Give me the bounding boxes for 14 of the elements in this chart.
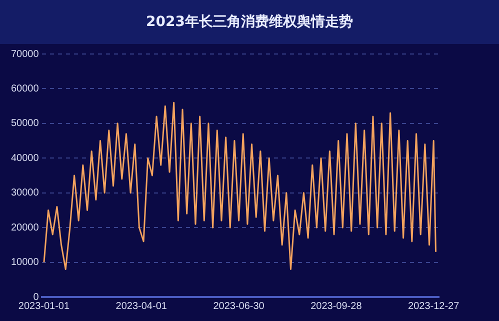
x-tick-label: 2023-06-30 xyxy=(213,300,265,312)
x-tick-label: 2023-09-28 xyxy=(310,300,362,312)
y-tick-label: 10000 xyxy=(10,257,40,268)
y-tick-label: 30000 xyxy=(10,188,40,199)
y-tick-label: 20000 xyxy=(10,222,40,234)
x-tick-label: 2023-01-01 xyxy=(18,300,70,312)
chart-title: 2023年长三角消费维权舆情走势 xyxy=(0,0,499,44)
y-tick-label: 0 xyxy=(33,292,40,303)
y-tick-label: 50000 xyxy=(10,118,40,130)
x-tick-label: 2023-04-01 xyxy=(116,300,168,312)
y-tick-label: 70000 xyxy=(10,48,40,60)
y-tick-label: 40000 xyxy=(10,152,40,164)
y-tick-label: 60000 xyxy=(10,83,40,94)
x-tick-label: 2023-12-27 xyxy=(408,300,460,312)
